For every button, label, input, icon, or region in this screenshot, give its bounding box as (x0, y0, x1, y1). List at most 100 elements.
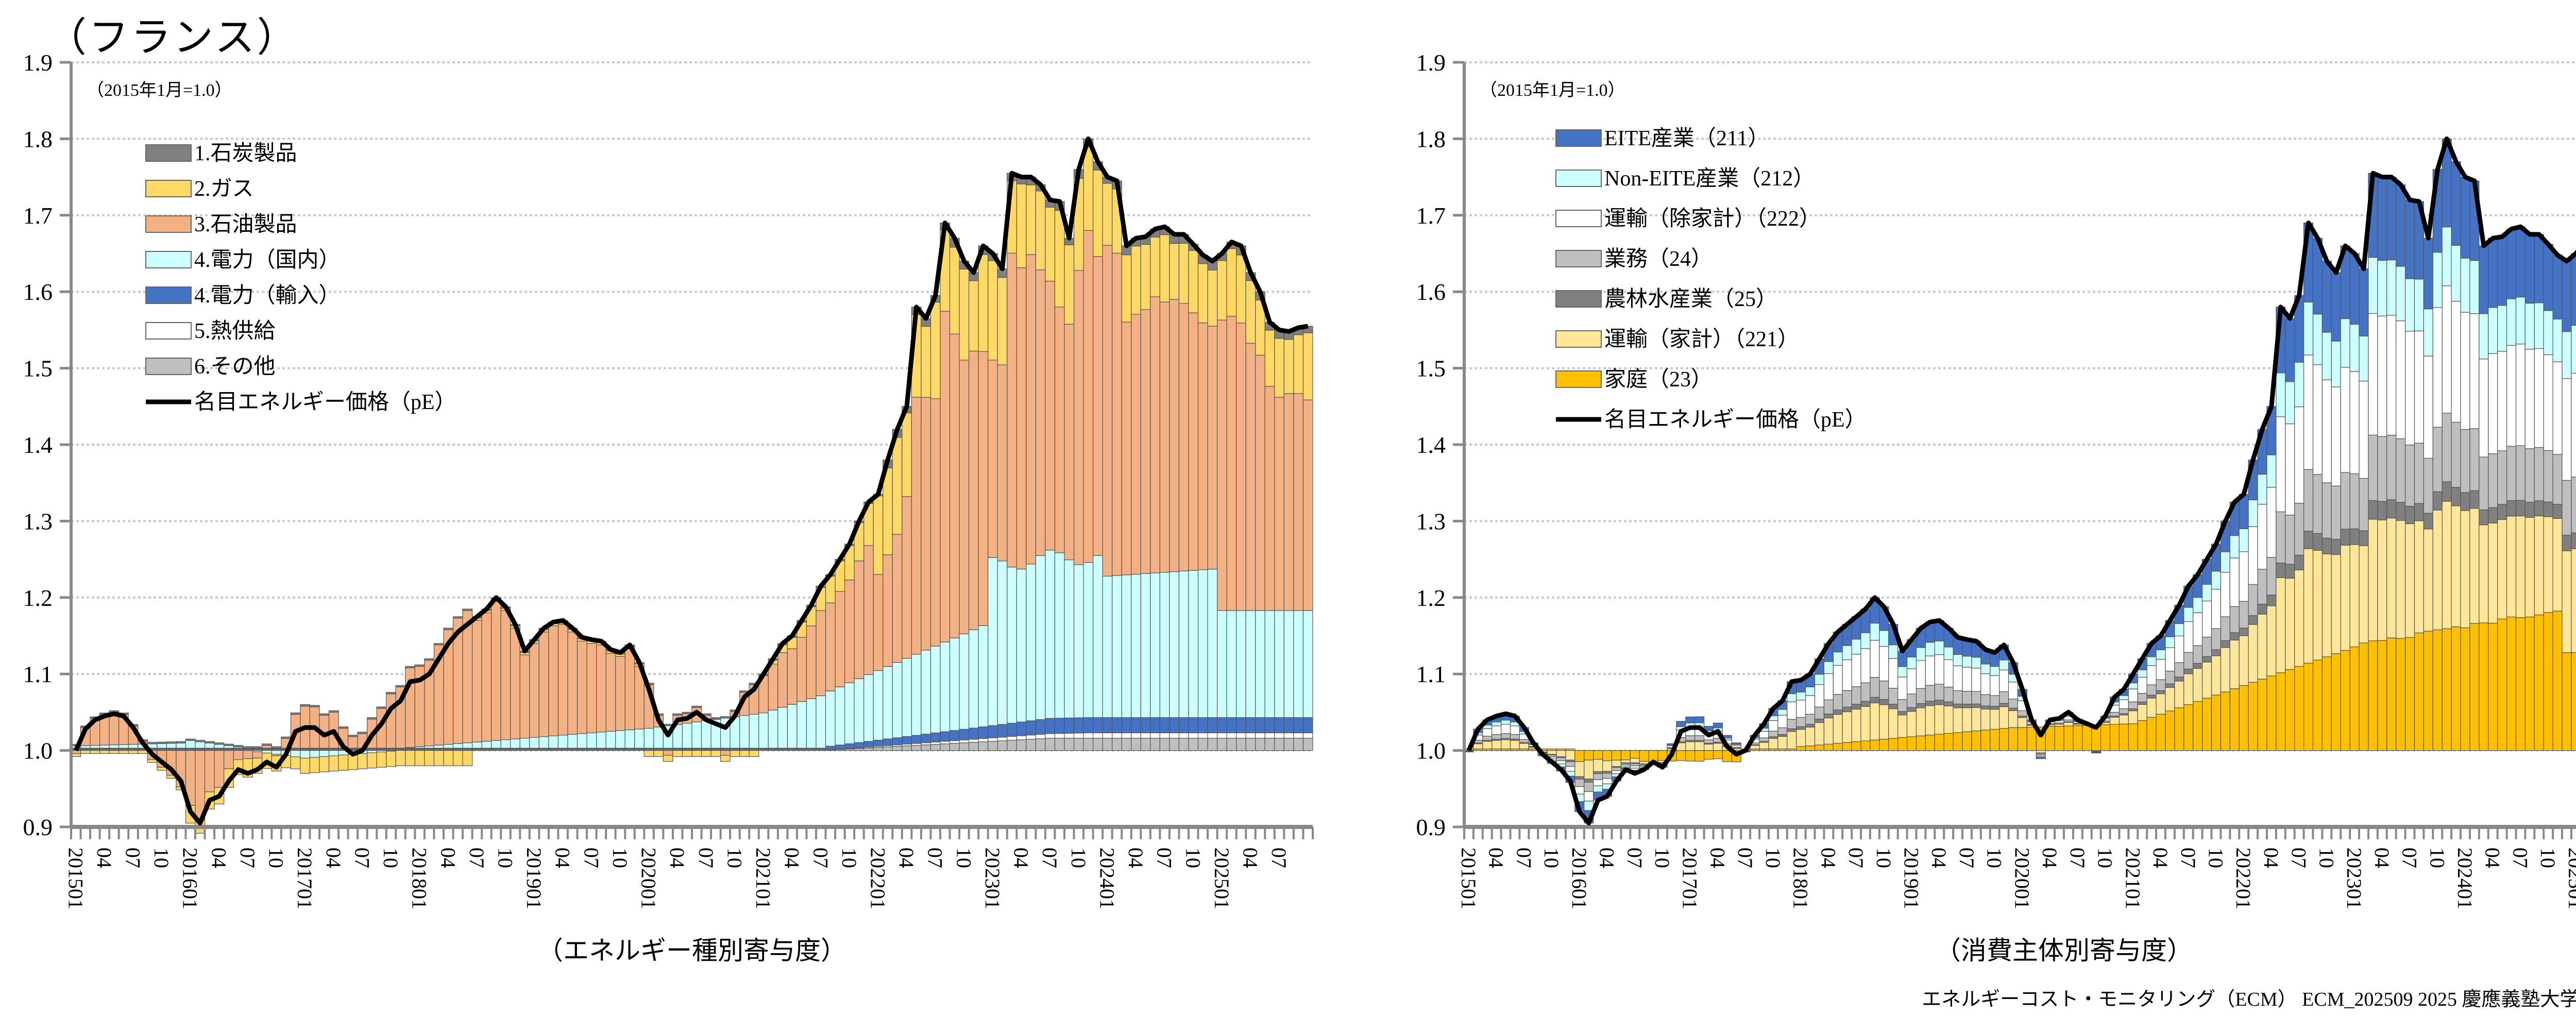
x-tick-label: 10 (2426, 848, 2449, 868)
bar-segment-transHH (1860, 706, 1871, 741)
bar-segment-trans (2534, 348, 2544, 448)
bar-segment-noneite (1796, 691, 1806, 701)
x-tick-label: 04 (1596, 848, 1619, 868)
bar-segment-gas (749, 750, 759, 757)
bar-segment-transHH (2156, 693, 2166, 715)
bar-segment-agri (1860, 701, 1871, 707)
bar-segment-biz (1906, 693, 1917, 708)
bar-segment-agri (1805, 724, 1816, 727)
x-tick-label: 201801 (1789, 848, 1812, 909)
bar-segment-transHH (2404, 523, 2415, 638)
bar-segment-noneite (1860, 632, 1871, 649)
bar-segment-biz (1870, 677, 1880, 698)
bar-segment-trans (2396, 320, 2406, 439)
y-tick-label: 1.5 (1416, 355, 1446, 382)
bar-segment-eite (2404, 199, 2415, 279)
bar-segment-coal (328, 710, 339, 713)
bar-segment-home (2128, 723, 2138, 751)
bar-segment-agri (2220, 640, 2230, 648)
legend-label: EITE産業（211） (1604, 127, 1769, 150)
bar-segment-home (2017, 727, 2027, 751)
x-tick-label: 04 (1485, 848, 1508, 868)
bar-segment-eite (2036, 756, 2046, 759)
bar-segment-noneite (1814, 674, 1824, 685)
bar-segment-agri (2423, 513, 2433, 530)
bar-segment-trans (2239, 551, 2249, 602)
unit-note: （2015年1月=1.0） (1480, 80, 1625, 100)
bar-segment-agri (2404, 505, 2415, 524)
bar-segment-noneite (1999, 659, 2009, 671)
bar-segment-agri (2497, 504, 2507, 520)
bar-segment-transHH (2183, 673, 2194, 705)
bar-segment-noneite (1842, 645, 1852, 661)
bar-segment-trans (1759, 731, 1769, 738)
bar-segment-biz (2340, 472, 2350, 530)
legend-swatch (1555, 250, 1602, 267)
bar-segment-agri (1842, 706, 1852, 713)
bar-segment-noneite (2515, 297, 2526, 345)
bar-segment-transHH (2451, 505, 2461, 628)
bar-segment-trans (1584, 791, 1594, 802)
bar-segment-noneite (2469, 260, 2480, 314)
bar-segment-eite (2451, 161, 2461, 246)
bar-segment-eite (2331, 272, 2341, 342)
bar-segment-agri (1925, 701, 1935, 706)
bar-segment-transHH (2331, 554, 2341, 654)
legend-swatch (1555, 170, 1602, 187)
bar-segment-home (2285, 669, 2295, 751)
y-tick-label: 1.7 (23, 202, 53, 229)
bar-segment-eite (2497, 236, 2507, 306)
bar-segment-trans (2488, 353, 2498, 454)
bar-segment-transHH (1787, 731, 1797, 750)
bar-segment-trans (2220, 572, 2230, 617)
bar-segment-trans (1492, 725, 1502, 735)
bar-segment-agri (2248, 615, 2258, 625)
bar-segment-home (2146, 717, 2157, 751)
bar-segment-noneite (1943, 647, 1954, 661)
bar-segment-noneite (2257, 473, 2267, 505)
x-tick-label: 10 (2094, 848, 2117, 868)
bar-segment-transHH (2202, 662, 2212, 699)
bar-segment-agri (2321, 537, 2332, 554)
bar-segment-transHH (1492, 740, 1502, 750)
legend-swatch (1555, 370, 1602, 388)
bar-segment-agri (2543, 501, 2553, 517)
x-tick-label: 10 (2315, 848, 2338, 868)
bar-segment-biz (2331, 485, 2341, 540)
bar-segment-transHH (1897, 715, 1908, 738)
bar-segment-home (2524, 616, 2535, 751)
bar-segment-agri (2386, 499, 2397, 519)
bar-segment-trans (1805, 695, 1816, 715)
bar-segment-transHH (1805, 726, 1816, 747)
bar-segment-transHH (2211, 655, 2222, 696)
bar-segment-noneite (2303, 301, 2314, 355)
legend: EITE産業（211） Non-EITE産業（212） 運輸（除家計）（222） 業務… (1555, 127, 1867, 432)
bar-segment-transHH (1694, 741, 1705, 751)
bar-segment-biz (2165, 671, 2175, 684)
bar-segment-agri (2257, 604, 2267, 615)
bar-segment-gas (462, 750, 473, 766)
bar-segment-noneite (1777, 709, 1788, 716)
bar-segment-noneite (1870, 622, 1880, 641)
bar-segment-noneite (1934, 640, 1944, 655)
bar-segment-biz (2248, 584, 2258, 616)
x-tick-label: 04 (1706, 848, 1729, 868)
bar-segment-home (1602, 750, 1613, 761)
bar-segment-transHH (1971, 707, 1981, 732)
bar-segment-trans (1611, 770, 1622, 774)
bar-segment-biz (1814, 706, 1824, 720)
x-tick-label: 10 (1761, 848, 1785, 868)
bar-segment-transHH (2469, 508, 2480, 624)
bar-segment-trans (1980, 673, 1991, 695)
bar-segment-transHH (2321, 553, 2332, 657)
bar-segment-biz (2377, 436, 2387, 502)
bar-segment-transHH (1713, 743, 1723, 751)
bar-segment-agri (1934, 700, 1944, 705)
bar-segment-noneite (1925, 642, 1935, 656)
bar-segment-home (2469, 623, 2480, 751)
legend-swatch (1555, 330, 1602, 348)
bar-segment-trans (2368, 313, 2378, 436)
y-tick-label: 1.7 (1416, 202, 1446, 229)
bar-segment-trans (1943, 659, 1954, 688)
x-tick-label: 10 (1872, 848, 1895, 868)
